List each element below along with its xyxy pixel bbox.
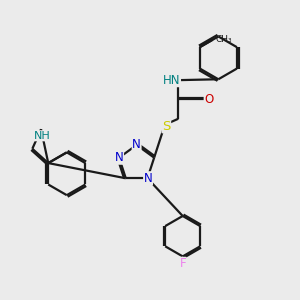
Text: N: N [144,172,152,185]
Text: NH: NH [34,131,51,141]
Text: N: N [115,151,124,164]
Text: S: S [162,120,170,133]
Text: F: F [179,257,186,270]
Text: HN: HN [163,74,180,87]
Text: O: O [204,93,214,106]
Text: CH₃: CH₃ [215,35,232,44]
Text: N: N [132,138,141,151]
